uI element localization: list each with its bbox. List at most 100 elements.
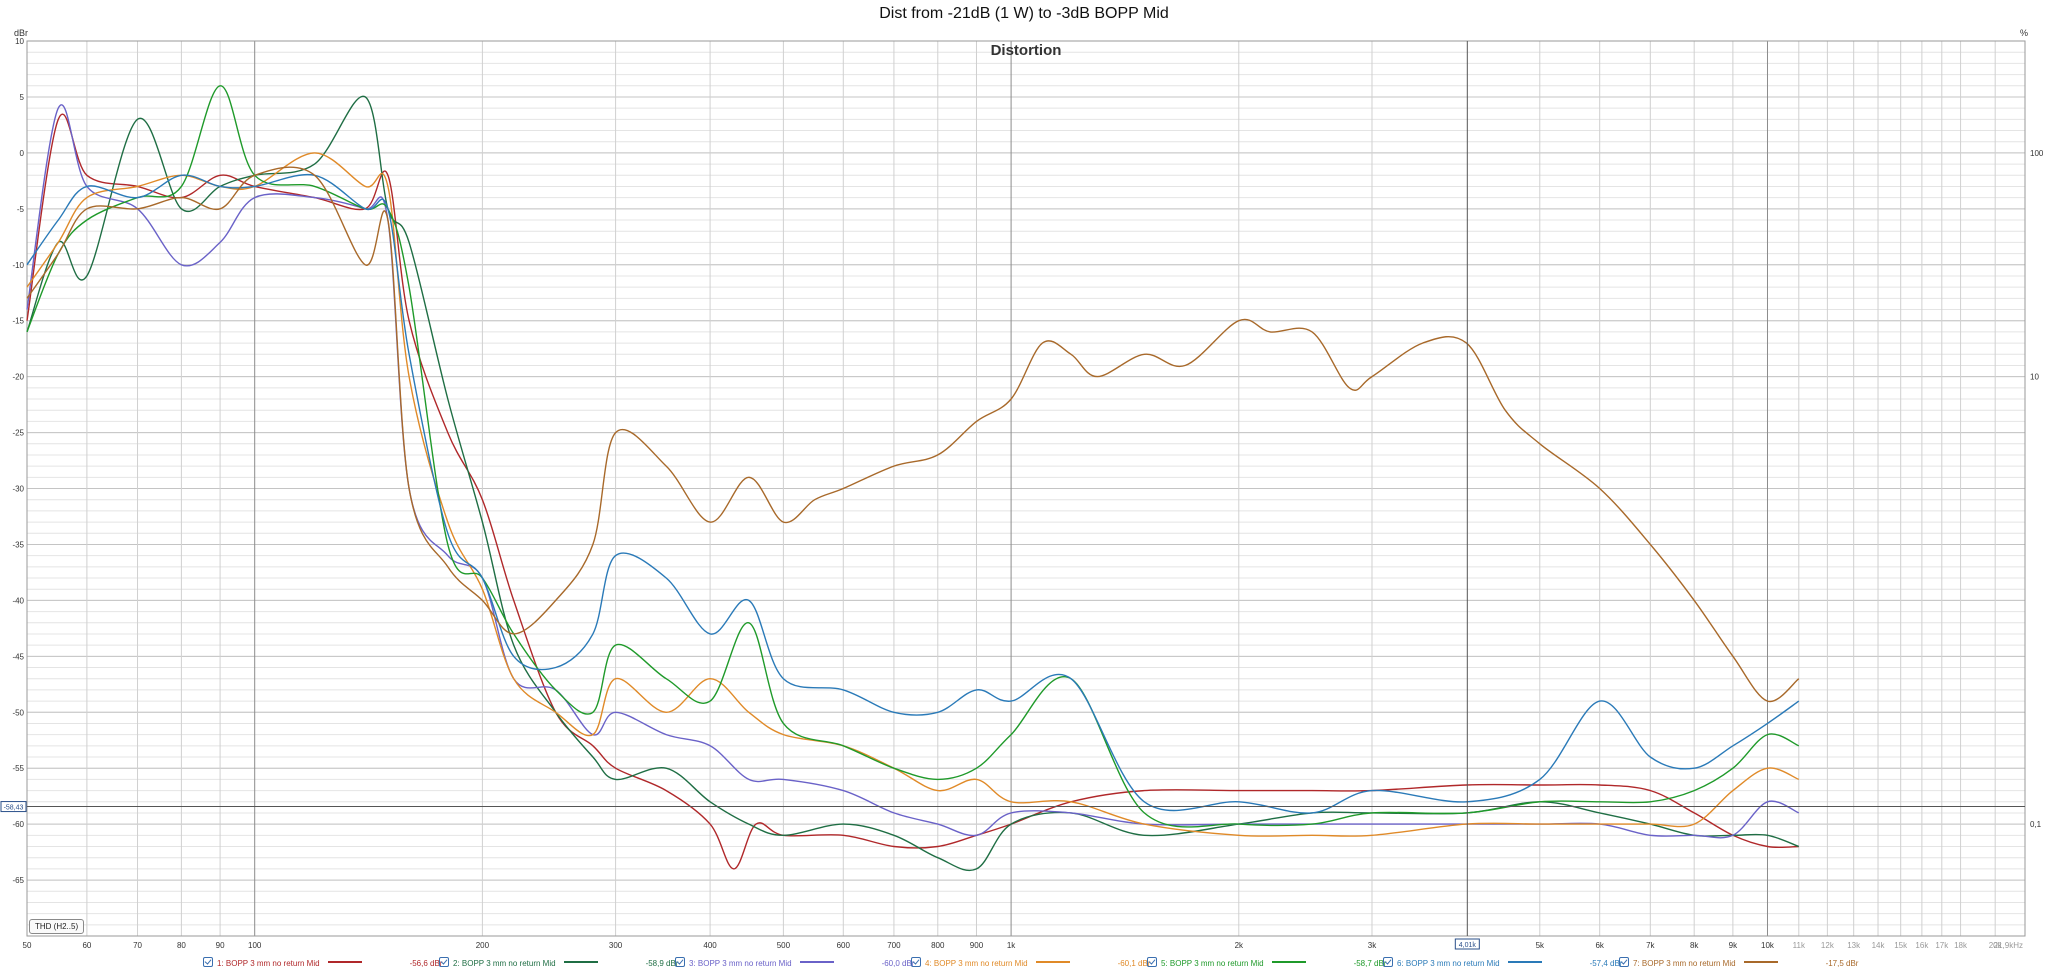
x-tick-label: 16k [1915, 941, 1929, 950]
x-tick-label: 20k [1989, 941, 2003, 950]
y-tick-label: -60 [12, 820, 24, 829]
y-tick-label: -50 [12, 708, 24, 717]
x-tick-label: 14k [1872, 941, 1886, 950]
cursor[interactable]: -58,43 4,01k [0, 41, 2025, 950]
y-tick-label: 0 [20, 149, 25, 158]
legend-item-5[interactable]: 5: BOPP 3 mm no return Mid -58,7 dBr [1147, 957, 1386, 969]
legend-checkbox[interactable] [675, 957, 685, 967]
x-tick-label: 21,9kHz [1994, 941, 2023, 950]
x-axis-labels: 50 60 70 80 90 100 200 300 400 500 600 700 800 900 1k 2… [23, 941, 2023, 950]
x-tick-label: 11k [1793, 941, 1806, 950]
legend-value: -58,9 dBr [645, 959, 679, 968]
x-tick-label: 60 [82, 941, 91, 950]
legend-item-6[interactable]: 6: BOPP 3 mm no return Mid -57,4 dBr [1383, 957, 1622, 969]
x-tick-label: 2k [1235, 941, 1244, 950]
series-line-6 [26, 173, 1800, 814]
y-tick-label: -40 [12, 596, 24, 605]
legend-label: 6: BOPP 3 mm no return Mid [1397, 959, 1500, 968]
x-tick-label: 8k [1690, 941, 1699, 950]
series-lines [26, 85, 1800, 871]
y-tick-label: -55 [12, 764, 24, 773]
y-tick-label: -20 [12, 373, 24, 382]
series-line-3 [26, 104, 1800, 839]
legend-checkbox[interactable] [439, 957, 449, 967]
chart-title: Distortion [991, 42, 1062, 59]
cursor-level-readout: -58,43 [4, 805, 24, 812]
y-tick-label: -65 [12, 876, 24, 885]
legend-swatch [327, 961, 362, 963]
x-tick-label: 900 [970, 941, 984, 950]
cursor-freq-box [1454, 938, 1480, 950]
legend-label: 2: BOPP 3 mm no return Mid [453, 959, 556, 968]
legend-swatch [799, 961, 834, 963]
series-line-7 [26, 166, 1800, 703]
y-tick-label: 5 [20, 93, 25, 102]
right-tick-label: 10 [2030, 373, 2039, 382]
legend-checkbox[interactable] [1383, 957, 1393, 967]
legend-swatch [1743, 961, 1778, 963]
legend-item-3[interactable]: 3: BOPP 3 mm no return Mid -60,0 dBr [675, 957, 914, 969]
right-axis-unit: % [2020, 28, 2029, 38]
cursor-level-box [0, 801, 27, 813]
y-axis-labels: 10 5 0 -5 -10 -15 -20 -25 -30 -35 -40 -45 -50 -55 -60 -… [12, 37, 24, 885]
y-tick-label: -15 [12, 317, 24, 326]
legend-label: 1: BOPP 3 mm no return Mid [217, 959, 320, 968]
x-tick-label: 15k [1894, 941, 1908, 950]
legend-value: -60,1 dBr [1117, 959, 1151, 968]
legend-checkbox[interactable] [911, 957, 921, 967]
series-line-2 [26, 95, 1800, 871]
legend-label: 5: BOPP 3 mm no return Mid [1161, 959, 1264, 968]
window-title: Dist from -21dB (1 W) to -3dB BOPP Mid [879, 5, 1169, 22]
legend-checkbox[interactable] [203, 957, 213, 967]
legend-label: 3: BOPP 3 mm no return Mid [689, 959, 792, 968]
x-tick-label: 18k [1954, 941, 1968, 950]
thd-button[interactable]: THD (H2..5) [29, 919, 85, 934]
legend-value: -57,4 dBr [1589, 959, 1623, 968]
y-tick-label: -45 [12, 652, 24, 661]
legend-swatch [1507, 961, 1542, 963]
x-tick-label: 5k [1536, 941, 1545, 950]
x-tick-label: 200 [476, 941, 490, 950]
x-tick-label: 17k [1935, 941, 1949, 950]
legend-item-7[interactable]: 7: BOPP 3 mm no return Mid -17,5 dBr [1619, 957, 1858, 969]
cursor-freq-readout: 4,01k [1459, 942, 1477, 949]
legend-item-2[interactable]: 2: BOPP 3 mm no return Mid -58,9 dBr [439, 957, 678, 969]
x-tick-label: 400 [703, 941, 717, 950]
x-tick-label: 90 [216, 941, 225, 950]
x-tick-label: 9k [1729, 941, 1738, 950]
x-tick-label: 50 [23, 941, 32, 950]
legend-label: 7: BOPP 3 mm no return Mid [1633, 959, 1736, 968]
legend-value: -56,6 dBr [409, 959, 443, 968]
x-tick-label: 500 [777, 941, 791, 950]
series-line-5 [26, 85, 1800, 828]
legend-item-4[interactable]: 4: BOPP 3 mm no return Mid -60,1 dBr [911, 957, 1150, 969]
y-tick-label: -30 [12, 485, 24, 494]
legend-checkbox[interactable] [1147, 957, 1157, 967]
right-tick-label: 0,1 [2030, 820, 2042, 829]
x-tick-label: 12k [1821, 941, 1835, 950]
legend: 1: BOPP 3 mm no return Mid -56,6 dBr 2: BO… [0, 957, 2048, 970]
x-tick-label: 100 [248, 941, 262, 950]
legend-item-1[interactable]: 1: BOPP 3 mm no return Mid -56,6 dBr [203, 957, 442, 969]
legend-label: 4: BOPP 3 mm no return Mid [925, 959, 1028, 968]
legend-checkbox[interactable] [1619, 957, 1629, 967]
x-tick-label: 300 [609, 941, 623, 950]
x-tick-label: 10k [1761, 941, 1775, 950]
y-tick-label: 10 [15, 37, 24, 46]
plot-frame [26, 40, 2026, 937]
x-tick-label: 13k [1847, 941, 1861, 950]
x-tick-label: 70 [133, 941, 142, 950]
series-line-1 [26, 113, 1799, 870]
series-line-4 [26, 152, 1800, 837]
x-tick-label: 700 [887, 941, 901, 950]
y-tick-label: -5 [17, 205, 25, 214]
x-tick-label: 6k [1595, 941, 1604, 950]
y-tick-label: -35 [12, 540, 24, 549]
legend-swatch [1271, 961, 1306, 963]
right-axis-labels: 100 10 0,1 [2030, 149, 2044, 829]
x-tick-label: 600 [837, 941, 851, 950]
y-tick-label: -10 [12, 261, 24, 270]
x-tick-label: 80 [177, 941, 186, 950]
right-tick-label: 100 [2030, 149, 2044, 158]
